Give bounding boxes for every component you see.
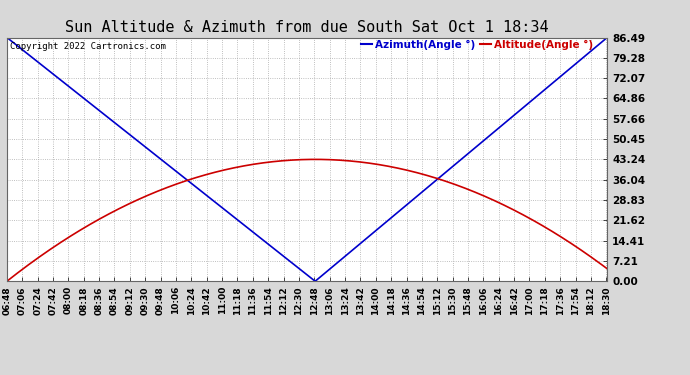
Title: Sun Altitude & Azimuth from due South Sat Oct 1 18:34: Sun Altitude & Azimuth from due South Sa…: [66, 20, 549, 35]
Text: Copyright 2022 Cartronics.com: Copyright 2022 Cartronics.com: [10, 42, 166, 51]
Legend: Azimuth(Angle °), Altitude(Angle °): Azimuth(Angle °), Altitude(Angle °): [362, 40, 593, 50]
